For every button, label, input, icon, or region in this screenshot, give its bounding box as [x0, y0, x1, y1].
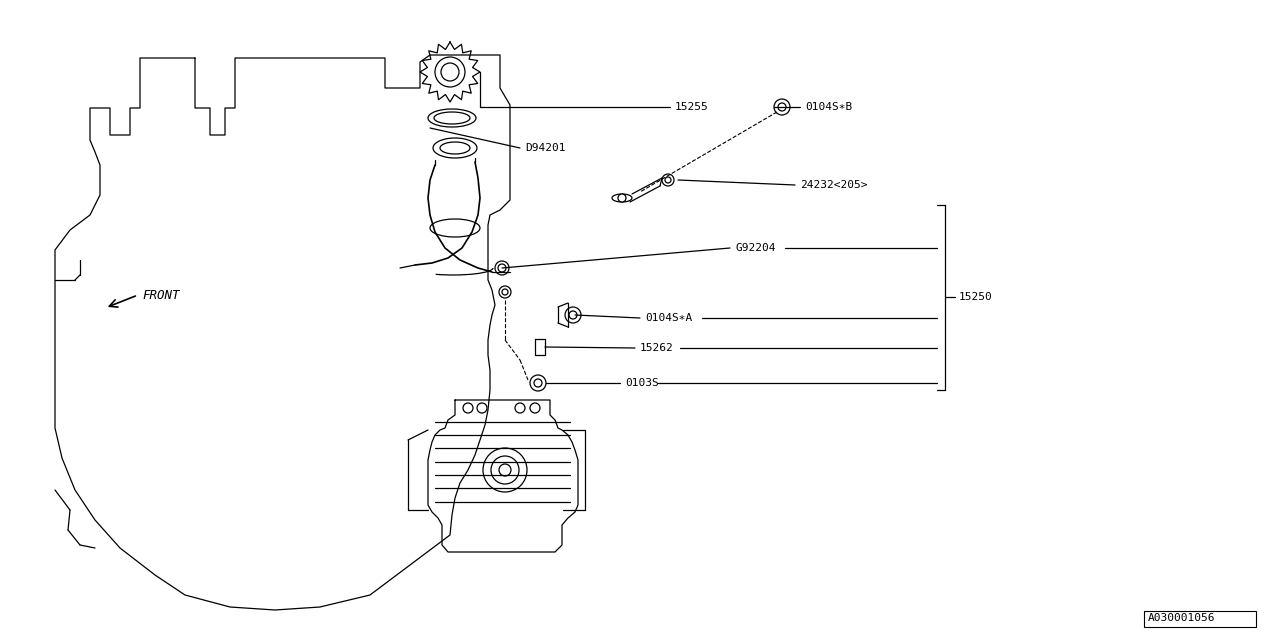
- Text: D94201: D94201: [525, 143, 566, 153]
- Text: 15262: 15262: [640, 343, 673, 353]
- Circle shape: [778, 103, 786, 111]
- Text: 0104S∗B: 0104S∗B: [805, 102, 852, 112]
- Circle shape: [618, 194, 626, 202]
- Text: G92204: G92204: [735, 243, 776, 253]
- Text: 24232<205>: 24232<205>: [800, 180, 868, 190]
- Text: FRONT: FRONT: [142, 289, 179, 301]
- Text: 15250: 15250: [959, 292, 993, 302]
- Circle shape: [570, 311, 577, 319]
- Text: 0104S∗A: 0104S∗A: [645, 313, 692, 323]
- Text: 15255: 15255: [675, 102, 709, 112]
- Text: A030001056: A030001056: [1148, 613, 1216, 623]
- Text: 0103S: 0103S: [625, 378, 659, 388]
